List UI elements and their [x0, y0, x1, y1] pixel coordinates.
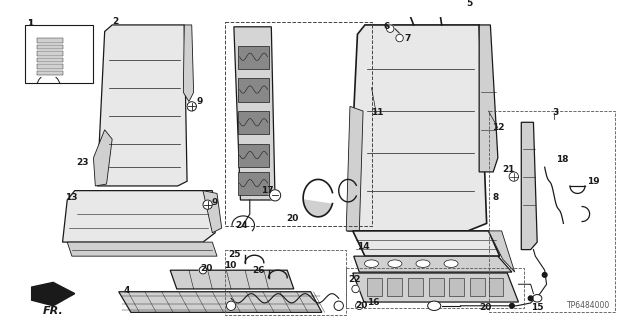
- Polygon shape: [170, 270, 294, 289]
- Circle shape: [542, 272, 547, 277]
- Circle shape: [352, 285, 359, 293]
- Text: 7: 7: [404, 33, 411, 42]
- Bar: [37, 45, 63, 49]
- Text: 9: 9: [211, 198, 218, 207]
- Bar: [37, 51, 63, 56]
- Text: 5: 5: [466, 0, 472, 8]
- Bar: [25, 25, 93, 83]
- Bar: [488, 111, 615, 312]
- Bar: [37, 64, 63, 69]
- Circle shape: [269, 190, 281, 201]
- Text: 20: 20: [200, 264, 212, 273]
- Polygon shape: [203, 191, 221, 233]
- Polygon shape: [31, 282, 75, 306]
- Bar: [37, 58, 63, 63]
- Text: 1: 1: [27, 19, 33, 27]
- Bar: [37, 38, 63, 43]
- Bar: [237, 144, 269, 167]
- Bar: [237, 46, 269, 69]
- Bar: [449, 278, 464, 296]
- Text: 3: 3: [552, 108, 559, 117]
- Bar: [37, 71, 63, 76]
- Ellipse shape: [364, 260, 378, 267]
- Text: 6: 6: [383, 22, 390, 31]
- Text: 22: 22: [348, 275, 360, 284]
- Text: 10: 10: [225, 261, 237, 270]
- Text: 1: 1: [27, 19, 33, 27]
- Polygon shape: [353, 273, 518, 302]
- Polygon shape: [354, 256, 512, 272]
- Bar: [488, 278, 504, 296]
- Ellipse shape: [532, 294, 542, 302]
- Circle shape: [356, 302, 363, 309]
- Bar: [408, 278, 423, 296]
- Text: 2: 2: [112, 17, 118, 26]
- Ellipse shape: [388, 260, 402, 267]
- Circle shape: [227, 301, 236, 310]
- Text: 20: 20: [356, 301, 368, 310]
- Text: 25: 25: [228, 250, 241, 259]
- Text: 11: 11: [371, 108, 383, 117]
- Text: 14: 14: [358, 242, 370, 251]
- Polygon shape: [67, 242, 217, 256]
- Text: 24: 24: [236, 221, 248, 230]
- Bar: [237, 172, 269, 195]
- Circle shape: [334, 301, 344, 310]
- Text: 12: 12: [492, 123, 505, 132]
- Text: 8: 8: [492, 193, 499, 202]
- Text: 19: 19: [587, 177, 600, 186]
- Bar: [237, 111, 269, 135]
- Text: 16: 16: [367, 299, 380, 308]
- Circle shape: [396, 34, 403, 42]
- Bar: [387, 278, 403, 296]
- Text: 20: 20: [286, 214, 299, 223]
- Polygon shape: [348, 25, 486, 231]
- Text: 13: 13: [65, 193, 78, 202]
- Polygon shape: [93, 130, 112, 186]
- Text: FR.: FR.: [43, 306, 63, 316]
- Circle shape: [528, 296, 533, 300]
- Polygon shape: [119, 292, 322, 312]
- Polygon shape: [397, 1, 465, 16]
- Ellipse shape: [444, 260, 458, 267]
- Bar: [237, 78, 269, 102]
- Polygon shape: [234, 27, 275, 200]
- Text: 20: 20: [479, 303, 492, 312]
- Bar: [429, 278, 444, 296]
- Text: 21: 21: [502, 165, 515, 174]
- Bar: [470, 278, 484, 296]
- Circle shape: [509, 172, 518, 181]
- Text: 17: 17: [261, 186, 274, 195]
- Polygon shape: [353, 231, 500, 256]
- Bar: [346, 268, 524, 308]
- Polygon shape: [488, 231, 515, 272]
- Polygon shape: [521, 122, 537, 249]
- Bar: [225, 22, 372, 226]
- Circle shape: [203, 200, 212, 209]
- Text: 15: 15: [531, 303, 543, 312]
- Circle shape: [509, 303, 515, 308]
- Text: 26: 26: [253, 266, 265, 275]
- Polygon shape: [63, 191, 215, 242]
- Ellipse shape: [416, 260, 430, 267]
- Polygon shape: [183, 25, 194, 102]
- Text: 9: 9: [196, 97, 203, 106]
- Bar: [225, 249, 346, 315]
- Ellipse shape: [428, 301, 441, 310]
- Circle shape: [199, 266, 207, 274]
- Polygon shape: [479, 25, 498, 172]
- Bar: [367, 278, 382, 296]
- Polygon shape: [303, 199, 332, 217]
- Text: 23: 23: [77, 158, 89, 167]
- Text: 4: 4: [124, 286, 130, 295]
- Text: 18: 18: [556, 155, 568, 164]
- Circle shape: [187, 102, 196, 111]
- Polygon shape: [97, 25, 187, 186]
- Circle shape: [387, 25, 394, 33]
- Text: TP6484000: TP6484000: [567, 301, 610, 310]
- Polygon shape: [346, 106, 363, 231]
